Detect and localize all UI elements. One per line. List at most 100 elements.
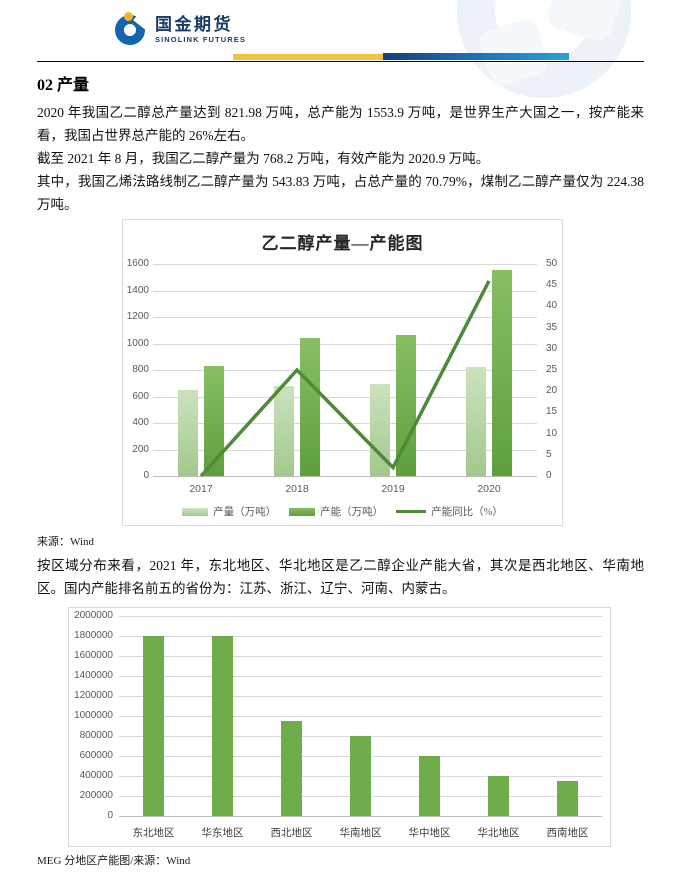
chart2-y-axis-tick: 0 bbox=[107, 810, 113, 821]
chart1-gridline bbox=[153, 476, 537, 477]
chart2-gridline bbox=[119, 636, 602, 637]
chart2-x-axis-label: 东北地区 bbox=[132, 828, 175, 839]
chart1-production-bar bbox=[274, 385, 294, 476]
chart1-capacity-bar bbox=[492, 270, 512, 476]
report-body: 02 产量 2020 年我国乙二醇总产量达到 821.98 万吨，总产能为 15… bbox=[0, 71, 680, 868]
paragraph-production-2020: 2020 年我国乙二醇总产量达到 821.98 万吨，总产能为 1553.9 万… bbox=[37, 105, 644, 143]
chart1-gridline bbox=[153, 343, 537, 345]
brand-text: 国金期货 SINOLINK FUTURES bbox=[155, 16, 246, 44]
brand-name-cn: 国金期货 bbox=[155, 15, 233, 35]
chart1-legend-item: 产能（万吨） bbox=[289, 504, 383, 519]
chart2-x-axis-label: 华北地区 bbox=[477, 828, 520, 839]
chart1-legend-label: 产能同比（%） bbox=[431, 507, 503, 518]
chart1-legend-line-swatch bbox=[396, 509, 427, 514]
section-title: 02 产量 bbox=[37, 77, 90, 94]
chart2-x-axis-label: 西南地区 bbox=[546, 828, 589, 839]
chart2-gridline bbox=[119, 656, 602, 657]
chart1-right-axis-tick: 45 bbox=[546, 279, 558, 291]
paragraph-production-2021: 截至 2021 年 8 月，我国乙二醇产量为 768.2 万吨，有效产能为 20… bbox=[37, 151, 490, 166]
chart2-y-axis-tick: 800000 bbox=[79, 730, 113, 741]
chart1-production-bar bbox=[370, 383, 390, 476]
chart1-left-axis-tick: 0 bbox=[143, 470, 149, 481]
chart2-region-bar bbox=[281, 721, 302, 816]
chart2-x-axis-label: 华东地区 bbox=[201, 828, 244, 839]
chart2-gridline bbox=[119, 676, 602, 677]
brand-logo-icon bbox=[115, 11, 152, 46]
chart1-right-axis-tick: 25 bbox=[546, 364, 558, 375]
chart2-y-axis-tick: 1600000 bbox=[74, 650, 113, 661]
chart1-capacity-bar bbox=[396, 334, 416, 476]
chart1-left-axis-tick: 200 bbox=[132, 443, 149, 455]
brand-logo: 国金期货 SINOLINK FUTURES bbox=[115, 10, 644, 50]
chart1-right-axis-tick: 35 bbox=[546, 321, 558, 333]
chart1-x-axis-label: 2020 bbox=[477, 483, 501, 495]
chart-region-capacity: 0 200000 400000 600000 800000 1000000 1200000 1… bbox=[68, 607, 611, 847]
chart1-production-bar bbox=[178, 389, 198, 476]
chart1-right-axis-tick: 0 bbox=[546, 470, 552, 481]
chart1-legend-bar-swatch bbox=[289, 507, 316, 516]
divider-yellow-bar bbox=[233, 54, 383, 60]
chart1-legend-item: 产量（万吨） bbox=[182, 504, 276, 519]
chart1-right-axis-tick: 20 bbox=[546, 385, 558, 397]
chart2-y-axis-tick: 1200000 bbox=[74, 690, 113, 701]
chart1-left-axis-tick: 1600 bbox=[126, 258, 149, 269]
chart2-y-axis-tick: 1000000 bbox=[74, 710, 113, 721]
chart1-left-axis-tick: 1400 bbox=[126, 284, 149, 296]
chart2-y-axis-tick: 400000 bbox=[79, 770, 113, 781]
chart1-legend: 产量（万吨） 产能（万吨） 产能同比（%） bbox=[123, 504, 562, 519]
header-divider bbox=[37, 52, 644, 62]
chart1-right-axis-tick: 50 bbox=[546, 258, 558, 269]
chart2-gridline bbox=[119, 696, 602, 697]
chart2-y-axis-tick: 200000 bbox=[79, 790, 113, 801]
chart2-region-bar bbox=[419, 756, 440, 816]
chart1-gridline bbox=[153, 317, 537, 318]
chart1-gridline bbox=[153, 290, 537, 292]
chart1-capacity-bar bbox=[204, 366, 224, 476]
chart1-left-axis-tick: 1000 bbox=[126, 337, 149, 349]
chart1-left-axis-tick: 800 bbox=[132, 364, 149, 375]
chart1-legend-item: 产能同比（%） bbox=[396, 504, 503, 519]
chart1-left-axis-tick: 400 bbox=[132, 417, 149, 428]
chart2-region-bar bbox=[557, 781, 578, 816]
chart1-source-note: 来源：Wind bbox=[37, 536, 94, 548]
chart2-y-axis-tick: 1800000 bbox=[74, 630, 113, 641]
chart1-legend-label: 产能（万吨） bbox=[320, 507, 384, 518]
chart1-x-axis-label: 2019 bbox=[381, 483, 405, 495]
chart1-x-axis-label: 2018 bbox=[285, 483, 309, 495]
chart1-capacity-bar bbox=[300, 337, 320, 476]
chart1-production-bar bbox=[466, 367, 486, 476]
divider-blue-bar bbox=[383, 53, 569, 60]
chart1-legend-bar-swatch bbox=[182, 507, 209, 516]
chart1-right-axis-tick: 15 bbox=[546, 406, 558, 418]
chart1-left-axis-tick: 1200 bbox=[126, 311, 149, 322]
chart1-right-axis-tick: 10 bbox=[546, 427, 558, 439]
chart2-gridline bbox=[119, 616, 602, 617]
chart1-gridline bbox=[153, 264, 537, 265]
brand-name-en: SINOLINK FUTURES bbox=[155, 35, 246, 45]
chart2-y-axis-tick: 2000000 bbox=[74, 610, 113, 621]
chart1-right-axis-tick: 40 bbox=[546, 300, 558, 312]
chart1-right-axis-tick: 30 bbox=[546, 342, 558, 354]
chart1-left-axis-tick: 600 bbox=[132, 390, 149, 402]
chart2-caption: MEG 分地区产能图/来源：Wind bbox=[37, 855, 191, 867]
page-header: 国金期货 SINOLINK FUTURES bbox=[0, 0, 680, 62]
chart2-region-bar bbox=[488, 776, 509, 816]
chart2-gridline bbox=[119, 716, 602, 717]
chart-production-capacity: 乙二醇产量—产能图 0 200 400 600 800 1000 1200 1400 1600 0… bbox=[122, 219, 563, 526]
chart1-title: 乙二醇产量—产能图 bbox=[261, 234, 424, 253]
paragraph-process-split: 其中，我国乙烯法路线制乙二醇产量为 543.83 万吨，占总产量的 70.79%… bbox=[37, 174, 644, 212]
logo-gold-dot bbox=[124, 12, 133, 21]
chart2-gridline bbox=[119, 816, 602, 817]
paragraph-region-distribution: 按区域分布来看，2021 年，东北地区、华北地区是乙二醇企业产能大省，其次是西北… bbox=[37, 558, 644, 596]
chart2-region-bar bbox=[212, 636, 233, 816]
chart2-x-axis-label: 西北地区 bbox=[270, 828, 313, 839]
chart2-region-bar bbox=[350, 736, 371, 816]
chart1-right-axis-tick: 5 bbox=[546, 448, 552, 460]
chart2-y-axis-tick: 600000 bbox=[79, 750, 113, 761]
chart2-region-bar bbox=[143, 636, 164, 816]
chart2-y-axis-tick: 1400000 bbox=[74, 670, 113, 681]
chart1-legend-label: 产量（万吨） bbox=[213, 507, 277, 518]
chart2-x-axis-label: 华南地区 bbox=[339, 828, 382, 839]
chart1-x-axis-label: 2017 bbox=[189, 483, 213, 495]
